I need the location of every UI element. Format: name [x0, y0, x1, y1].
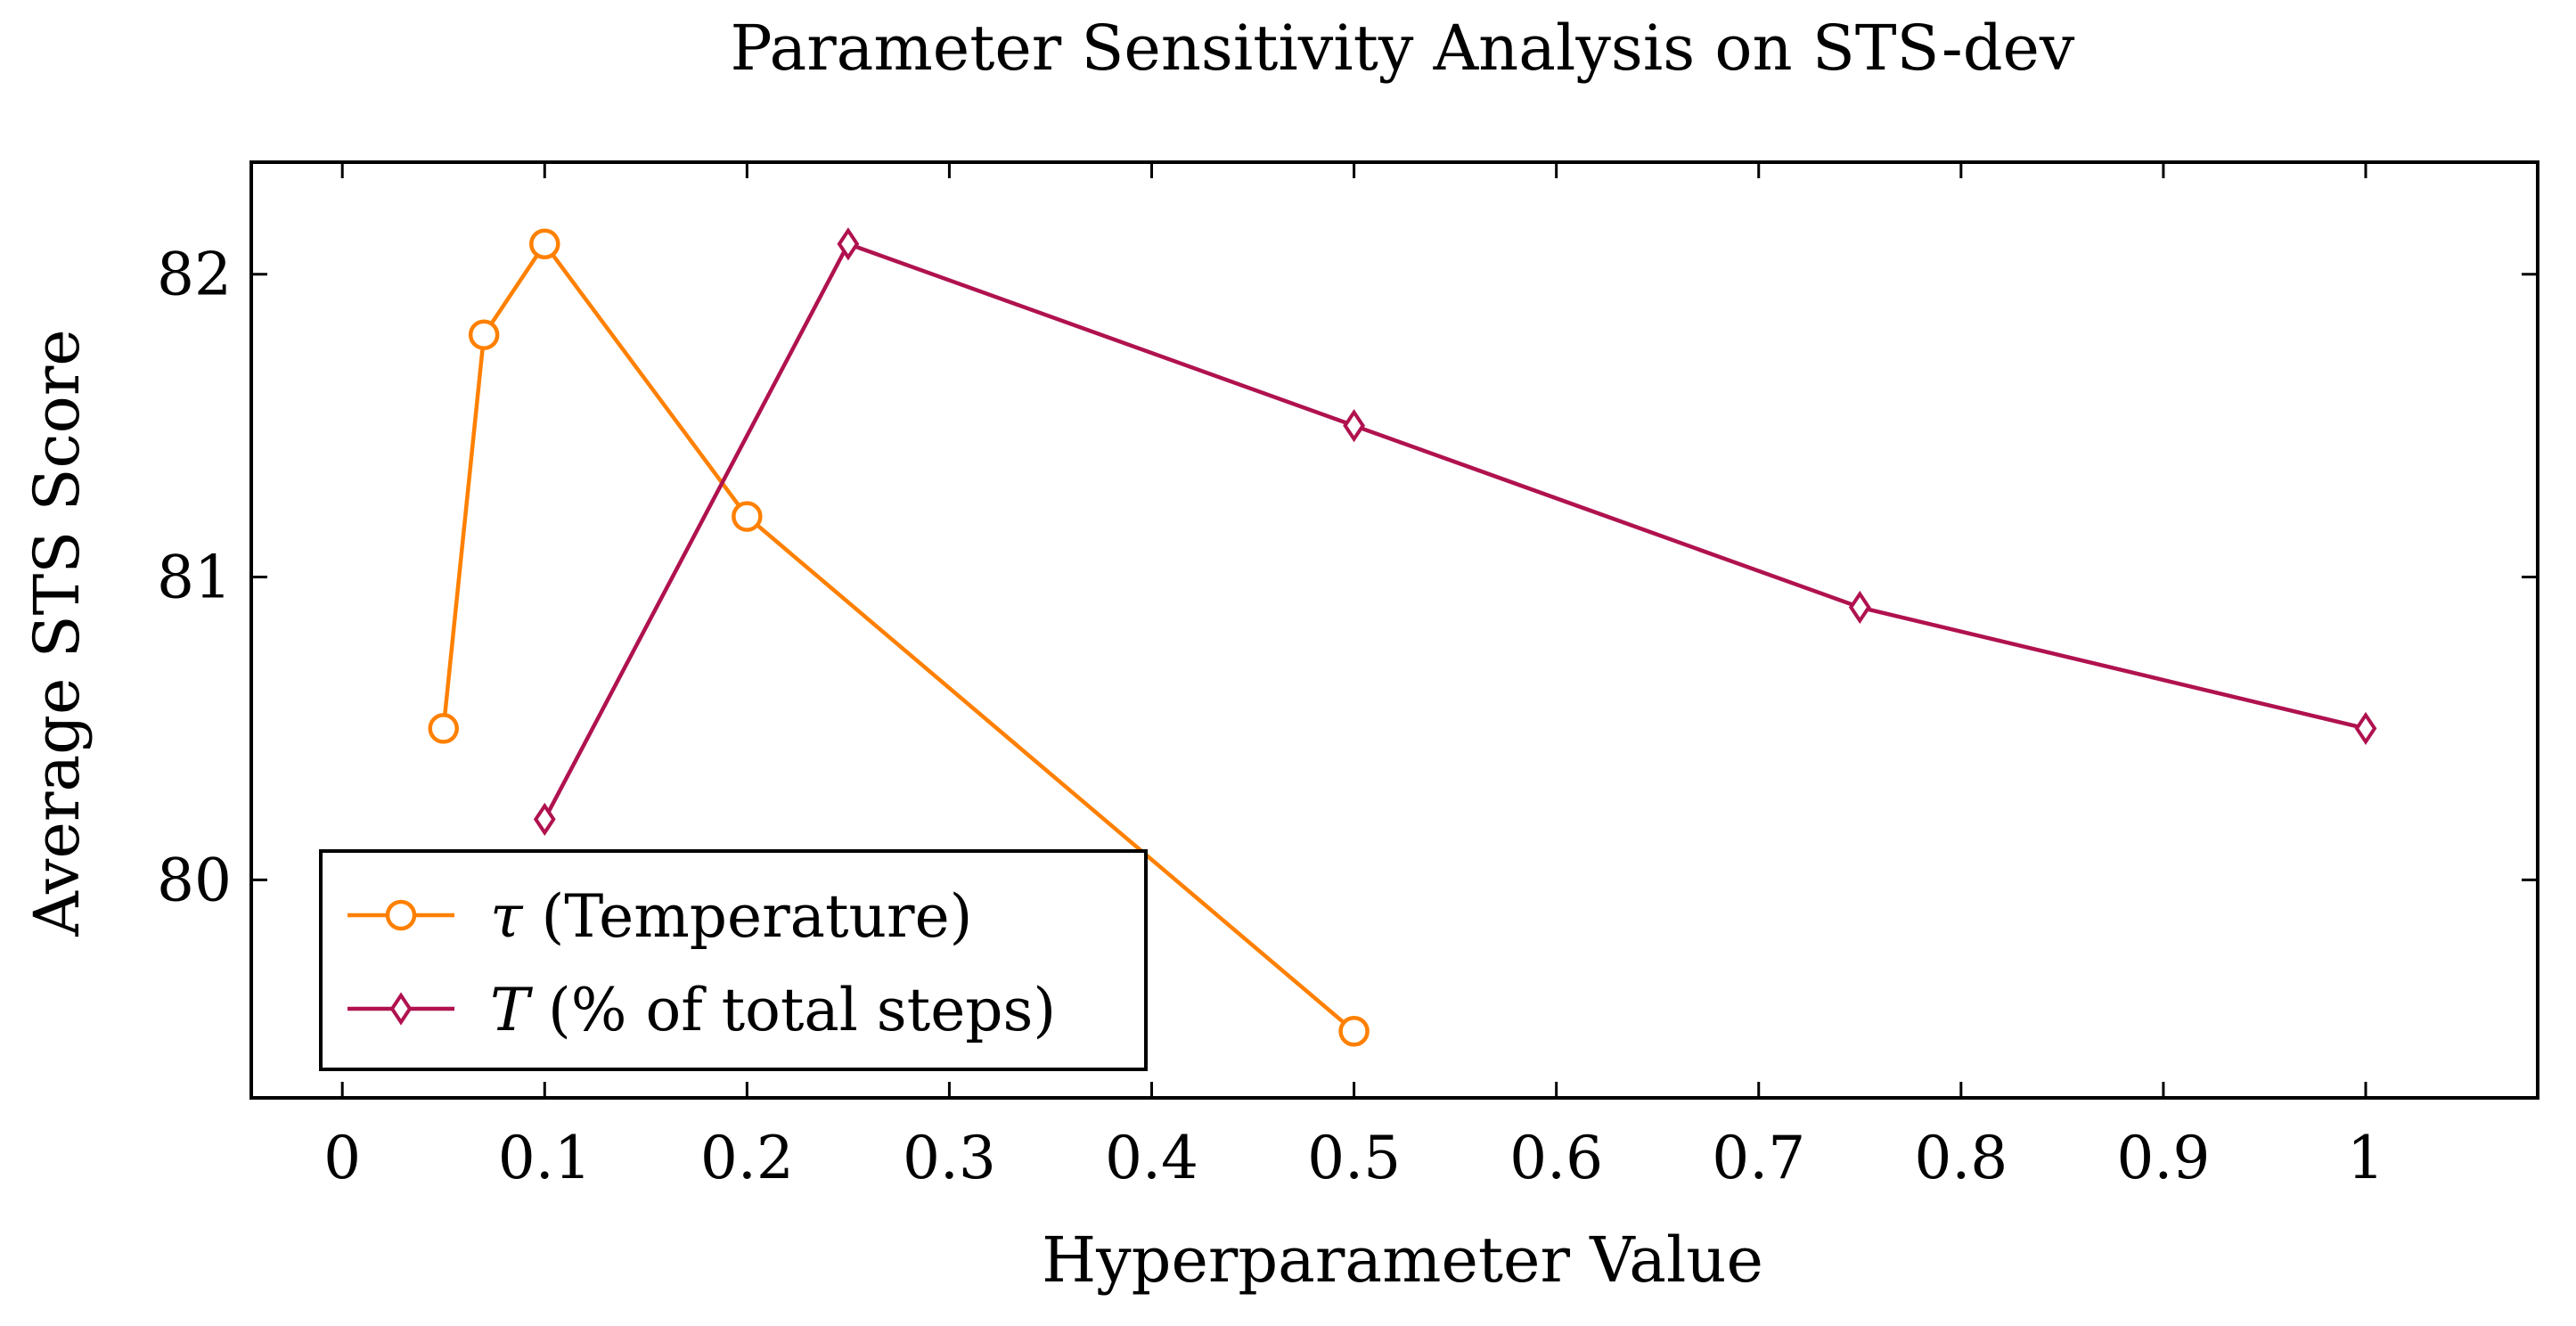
- data-point-circle: [468, 319, 500, 350]
- x-tick-label: 1: [2347, 1124, 2384, 1192]
- x-tick-label: 0.2: [700, 1124, 794, 1192]
- legend-entry-label: T (% of total steps): [490, 976, 1056, 1044]
- legend-box: [319, 849, 1148, 1071]
- ticks-layer: 0 0.1 0.2 0.3 0.4 0.5 0.6 0.7 0.8 0.9 1 80 81 82: [157, 162, 2538, 1192]
- chart-title: Parameter Sensitivity Analysis on STS-de…: [731, 12, 2075, 85]
- y-axis-label: Average STS Score: [20, 329, 94, 937]
- x-axis-label: Hyperparameter Value: [1042, 1224, 1763, 1297]
- plot-area-frame: [249, 160, 2539, 1100]
- data-point-diamond: [1848, 590, 1871, 625]
- legend: τ (Temperature) T (% of total steps): [319, 849, 1148, 1071]
- legend-marker-circle: [385, 899, 417, 931]
- data-point-diamond: [2354, 711, 2377, 746]
- legend-marker-diamond: [389, 992, 413, 1026]
- legend-symbol: τ: [490, 882, 524, 951]
- series-line-total-steps: [543, 241, 2367, 821]
- series-diamond-group: [533, 227, 2377, 836]
- data-point-diamond: [533, 802, 556, 836]
- data-point-diamond: [837, 227, 860, 261]
- x-tick-label: 0: [323, 1124, 361, 1192]
- data-point-circle: [529, 228, 560, 259]
- data-point-circle: [732, 501, 763, 532]
- y-tick-label: 81: [157, 544, 232, 612]
- x-tick-label: 0.9: [2116, 1124, 2210, 1192]
- series-circle-group: [428, 228, 1370, 1047]
- x-tick-label: 0.5: [1307, 1124, 1401, 1192]
- legend-label-text: (Temperature): [523, 882, 973, 951]
- x-tick-label: 0.6: [1509, 1124, 1603, 1192]
- data-point-circle: [1338, 1015, 1370, 1047]
- x-tick-label: 0.7: [1712, 1124, 1805, 1192]
- legend-entry-label: τ (Temperature): [490, 882, 972, 951]
- x-tick-label: 0.8: [1914, 1124, 2008, 1192]
- legend-symbol: T: [490, 976, 534, 1044]
- legend-label-text: (% of total steps): [529, 976, 1056, 1044]
- y-tick-label: 82: [157, 241, 232, 309]
- x-tick-label: 0.3: [903, 1124, 996, 1192]
- data-point-diamond: [1343, 409, 1365, 443]
- data-point-circle: [428, 713, 459, 744]
- x-tick-label: 0.1: [498, 1124, 592, 1192]
- series-layer: [428, 227, 2377, 1047]
- x-tick-label: 0.4: [1105, 1124, 1198, 1192]
- y-tick-label: 80: [157, 846, 232, 914]
